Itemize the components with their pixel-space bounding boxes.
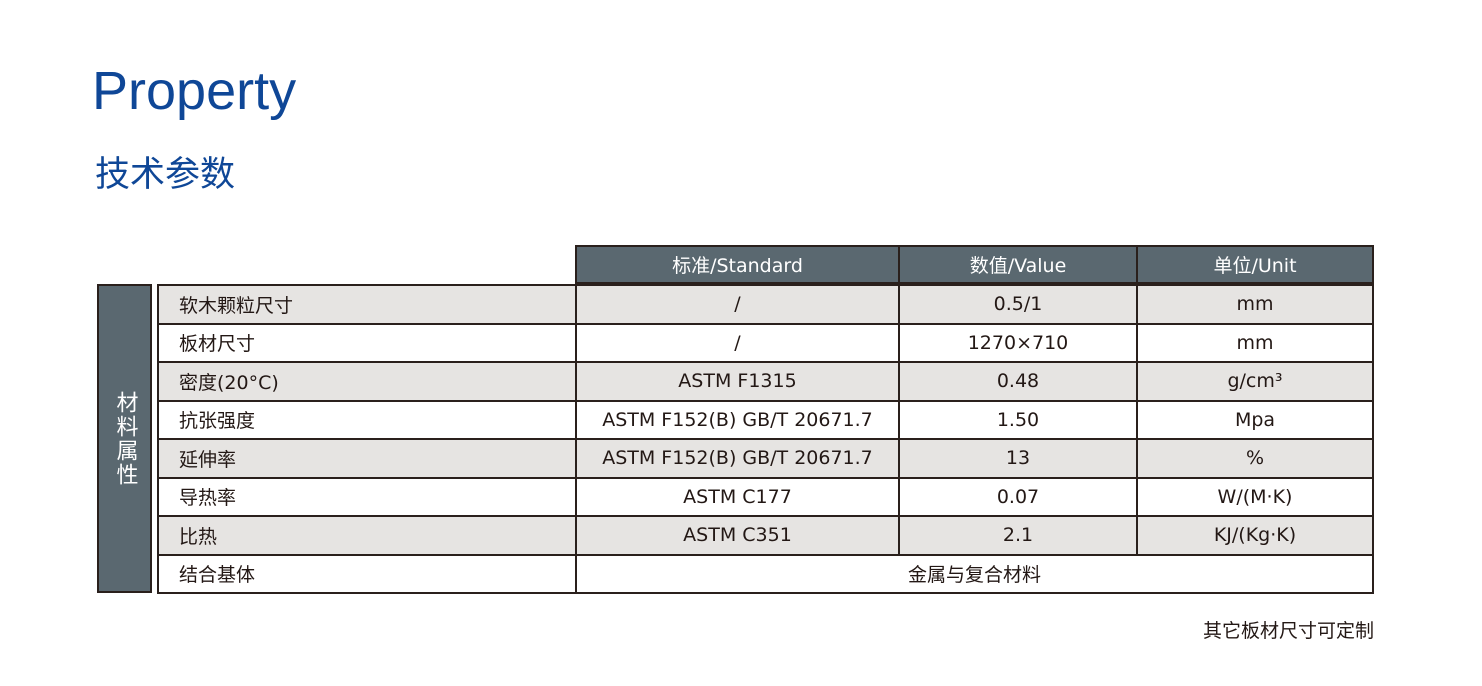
cell-unit: W/(M·K)	[1217, 485, 1293, 508]
table-row: 密度(20°C) ASTM F1315 0.48 g/cm³	[159, 363, 1372, 402]
cell-value: 0.5/1	[900, 286, 1138, 323]
header-value: 数值/Value	[900, 247, 1138, 282]
cell-standard: /	[577, 324, 900, 361]
cell-value: 1270×710	[900, 324, 1138, 361]
row-label: 板材尺寸	[159, 324, 577, 361]
row-label: 抗张强度	[159, 401, 577, 438]
cell-unit: %	[1245, 447, 1265, 470]
side-label: 材料属性	[97, 284, 152, 593]
cell-standard: ASTM F1315	[577, 363, 900, 400]
cell-value: 0.07	[900, 478, 1138, 515]
cell-standard: ASTM F152(B) GB/T 20671.7	[577, 401, 900, 438]
row-label: 比热	[159, 517, 577, 554]
cell-value: 2.1	[900, 517, 1138, 554]
cell-unit: mm	[1236, 293, 1274, 316]
cell-merged-value: 金属与复合材料	[907, 564, 1041, 587]
row-label: 结合基体	[159, 555, 577, 592]
cell-value: 0.48	[900, 363, 1138, 400]
cell-unit: mm	[1236, 331, 1274, 354]
footnote: 其它板材尺寸可定制	[1202, 620, 1374, 642]
cell-standard: ASTM F152(B) GB/T 20671.7	[577, 440, 900, 477]
table-row: 结合基体 金属与复合材料	[159, 555, 1372, 594]
row-label: 导热率	[159, 478, 577, 515]
cell-unit: KJ/(Kg·K)	[1213, 524, 1297, 547]
row-label: 密度(20°C)	[159, 363, 577, 400]
header-standard: 标准/Standard	[577, 247, 900, 282]
page-title: Property	[92, 61, 297, 121]
cell-standard: ASTM C351	[577, 517, 900, 554]
row-label: 延伸率	[159, 440, 577, 477]
cell-unit: Mpa	[1234, 408, 1276, 431]
cell-standard: ASTM C177	[577, 478, 900, 515]
cell-value: 1.50	[900, 401, 1138, 438]
table-row: 软木颗粒尺寸/0.5/1 mm	[159, 286, 1372, 325]
header-unit: 单位/Unit	[1213, 255, 1297, 277]
table-row: 比热 ASTM C351 2.1 KJ/(Kg·K)	[159, 517, 1372, 556]
table-row: 抗张强度 ASTM F152(B) GB/T 20671.7 1.50 Mpa	[159, 401, 1372, 440]
property-table: 软木颗粒尺寸/0.5/1 mm 板材尺寸/1270×710 mm 密度(20°C) AST…	[157, 284, 1374, 594]
table-row: 延伸率 ASTM F152(B) GB/T 20671.7 13%	[159, 440, 1372, 479]
table-header: 标准/Standard 数值/Value 单位/Unit	[575, 245, 1374, 284]
cell-standard: /	[577, 286, 900, 323]
row-label: 软木颗粒尺寸	[159, 286, 577, 323]
table-row: 板材尺寸/1270×710 mm	[159, 324, 1372, 363]
cell-value: 13	[900, 440, 1138, 477]
table-row: 导热率 ASTM C177 0.07 W/(M·K)	[159, 478, 1372, 517]
cell-unit: g/cm³	[1227, 370, 1283, 393]
page-subtitle: 技术参数	[95, 155, 236, 195]
